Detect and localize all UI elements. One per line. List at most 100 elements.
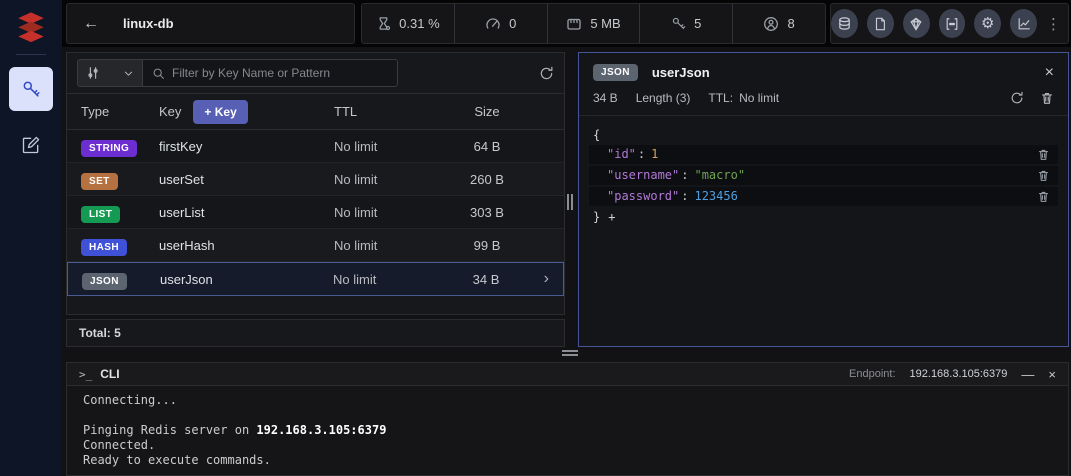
key-row-userSet[interactable]: SET userSet No limit 260 B: [67, 163, 564, 196]
json-key: "password": [607, 189, 680, 203]
cli-header[interactable]: >_ CLI Endpoint: 192.168.3.105:6379 — ×: [67, 363, 1068, 386]
cli-line: Pinging Redis server on 192.168.3.105:63…: [83, 423, 387, 437]
refresh-keys-icon[interactable]: [539, 66, 554, 81]
sidebar-divider: [16, 54, 46, 55]
key-details-meta: 34 B Length (3) TTL: No limit: [579, 85, 1068, 116]
database-name: linux-db: [123, 16, 174, 31]
cli-title: CLI: [100, 367, 120, 381]
search-icon: [152, 67, 165, 80]
json-close-brace: }: [593, 210, 601, 224]
cli-line: Connecting...: [83, 393, 177, 407]
database-header: ← linux-db: [66, 3, 355, 44]
stat-ops-value: 0: [509, 16, 517, 31]
key-size: 303 B: [470, 204, 504, 220]
ttl-value: No limit: [739, 91, 780, 105]
stat-keys-value: 5: [694, 16, 702, 31]
pubsub-icon[interactable]: [902, 9, 930, 38]
browser-icon[interactable]: [831, 9, 858, 38]
column-type: Type: [81, 104, 110, 119]
cli-output[interactable]: Connecting... Pinging Redis server on 19…: [67, 386, 1068, 475]
key-name: userJson: [160, 271, 213, 287]
add-json-field-icon[interactable]: +: [608, 210, 616, 224]
stat-memory-value: 5 MB: [590, 16, 621, 31]
key-ttl: No limit: [334, 237, 378, 253]
delete-field-icon[interactable]: [1037, 148, 1050, 161]
key-size: 99 B: [473, 237, 501, 253]
key-ttl: No limit: [334, 138, 378, 154]
database-stats: 0.31 % 0 5 MB 5 8: [361, 3, 826, 44]
refresh-value-icon[interactable]: [1010, 91, 1024, 105]
delete-field-icon[interactable]: [1037, 169, 1050, 182]
stat-cpu: 0.31 %: [362, 4, 454, 43]
stat-clients: 8: [732, 4, 825, 43]
json-value: 123456: [694, 189, 738, 203]
type-badge: SET: [81, 172, 118, 190]
key-ttl: No limit: [333, 271, 377, 287]
filter-sliders-icon: [86, 66, 100, 80]
total-keys-label: Total: 5: [79, 326, 121, 340]
json-value: "macro": [694, 168, 746, 182]
edit-icon: [21, 135, 41, 155]
key-size: 34 B: [472, 271, 500, 287]
key-length-value: Length (3): [635, 91, 691, 105]
cpu-usage-icon: [376, 16, 391, 31]
json-separator: :: [681, 168, 689, 182]
json-viewer: { "id" : 1 "username" : "macro" "passwor…: [579, 116, 1068, 237]
stat-clients-value: 8: [787, 16, 795, 31]
key-search: [143, 59, 398, 87]
filter-bar: [67, 53, 564, 93]
key-details-name: userJson: [651, 65, 710, 80]
endpoint-label: Endpoint:: [849, 368, 896, 380]
toolbar: ⚙ ⋮: [830, 3, 1069, 44]
terminal-prompt-icon: >_: [79, 367, 93, 381]
column-size: Size: [474, 104, 500, 119]
back-arrow-icon[interactable]: ←: [83, 14, 99, 32]
json-row-id[interactable]: "id" : 1: [589, 145, 1058, 164]
memory-icon: [566, 16, 582, 32]
key-row-userJson[interactable]: JSON userJson No limit 34 B ›: [67, 262, 564, 296]
settings-icon[interactable]: ⚙: [974, 9, 1002, 38]
more-icon[interactable]: ⋮: [1046, 14, 1061, 33]
delete-key-icon[interactable]: [1040, 91, 1054, 105]
key-type-filter-dropdown[interactable]: [77, 59, 143, 87]
json-open-brace: {: [593, 128, 601, 142]
search-input[interactable]: [172, 66, 388, 80]
type-badge: HASH: [81, 238, 127, 256]
close-icon[interactable]: ×: [1044, 63, 1054, 81]
type-badge: JSON: [82, 272, 127, 290]
chevron-right-icon[interactable]: ›: [543, 270, 549, 287]
ops-per-sec-icon: [485, 16, 501, 32]
json-separator: :: [681, 189, 689, 203]
keys-count-icon: [671, 16, 686, 31]
key-icon: [20, 78, 42, 100]
commands-icon[interactable]: [938, 9, 966, 38]
vertical-resize-handle[interactable]: [567, 194, 574, 210]
chevron-down-icon: [123, 68, 134, 79]
json-separator: :: [637, 147, 646, 161]
add-key-button[interactable]: + Key: [193, 99, 248, 124]
redis-logo: [11, 8, 51, 48]
key-ttl: No limit: [334, 171, 378, 187]
minimize-icon[interactable]: —: [1021, 366, 1035, 382]
json-row-password[interactable]: "password" : 123456: [589, 187, 1058, 206]
key-size: 64 B: [473, 138, 501, 154]
type-badge: STRING: [81, 139, 138, 157]
type-badge: JSON: [593, 64, 638, 81]
key-row-firstKey[interactable]: STRING firstKey No limit 64 B: [67, 130, 564, 163]
sidebar-item-workbench[interactable]: [9, 123, 53, 167]
delete-field-icon[interactable]: [1037, 190, 1050, 203]
type-badge: LIST: [81, 205, 121, 223]
json-row-username[interactable]: "username" : "macro": [589, 166, 1058, 185]
sidebar-item-browse-keys[interactable]: [9, 67, 53, 111]
horizontal-resize-handle[interactable]: [562, 350, 578, 357]
close-icon[interactable]: ×: [1048, 366, 1056, 382]
key-row-userHash[interactable]: HASH userHash No limit 99 B: [67, 229, 564, 262]
key-name: userSet: [159, 171, 204, 187]
key-row-userList[interactable]: LIST userList No limit 303 B: [67, 196, 564, 229]
stat-ops: 0: [453, 4, 547, 43]
json-key: "username": [607, 168, 680, 182]
analytics-icon[interactable]: [1010, 9, 1037, 38]
stat-memory: 5 MB: [546, 4, 640, 43]
workbench-icon[interactable]: [866, 9, 894, 38]
cli-line: Connected.: [83, 438, 156, 452]
